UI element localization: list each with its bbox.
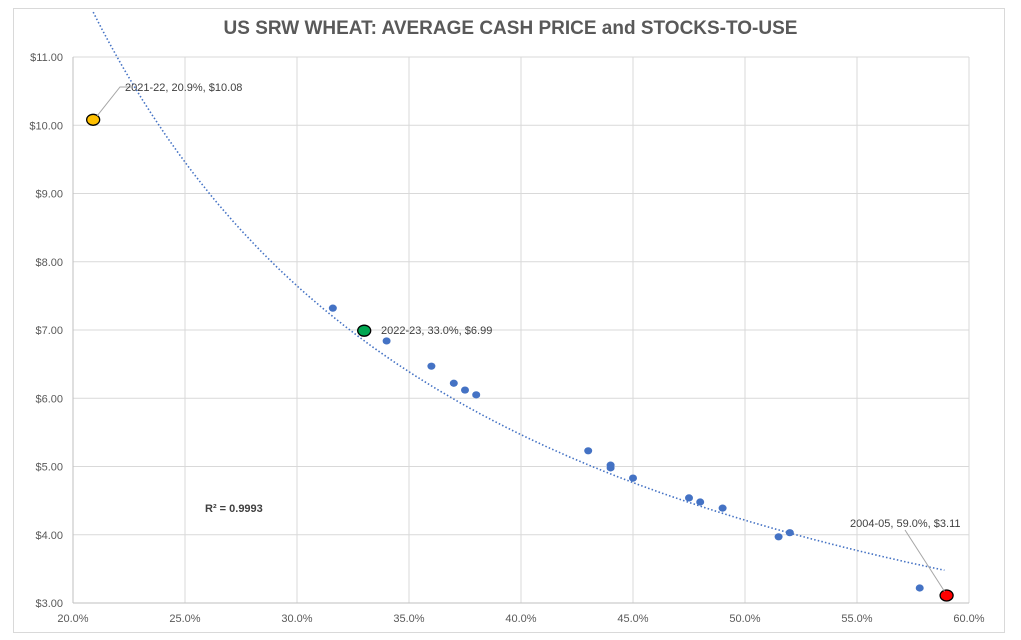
- annotations: 2021-22, 20.9%, $10.08 2022-23, 33.0%, $6…: [96, 82, 961, 592]
- data-point: [718, 504, 727, 512]
- r-squared-label: R² = 0.9993: [205, 503, 263, 515]
- x-axis-ticks: 20.0% 25.0% 30.0% 35.0% 40.0% 45.0% 50.0% 55.0%…: [57, 613, 984, 625]
- chart-title: US SRW WHEAT: AVERAGE CASH PRICE and STO…: [223, 18, 798, 39]
- chart-frame: [13, 8, 1005, 633]
- y-tick-label: $11.00: [30, 52, 63, 64]
- x-tick-label: 40.0%: [505, 613, 536, 625]
- data-point: [449, 379, 458, 387]
- data-point: [461, 386, 469, 394]
- data-points: [86, 113, 954, 602]
- highlight-point-2021-22: [86, 113, 101, 126]
- data-point: [606, 464, 615, 472]
- data-point: [696, 498, 705, 506]
- annotation-label-2022-23: 2022-23, 33.0%, $6.99: [381, 325, 492, 337]
- y-axis-ticks: $3.00 $4.00 $5.00 $6.00 $7.00 $8.00 $9.00 $10.0…: [29, 52, 63, 610]
- x-tick-label: 60.0%: [953, 613, 984, 625]
- x-tick-label: 20.0%: [57, 613, 88, 625]
- x-tick-label: 45.0%: [617, 613, 648, 625]
- data-point: [915, 584, 924, 592]
- y-tick-label: $9.00: [35, 189, 63, 201]
- data-point: [472, 391, 481, 399]
- grid-lines: [73, 56, 970, 603]
- data-point: [328, 304, 337, 312]
- axes: [72, 57, 969, 604]
- annotation-label-2004-05: 2004-05, 59.0%, $3.11: [850, 518, 961, 530]
- y-tick-label: $5.00: [35, 462, 63, 474]
- y-tick-label: $8.00: [35, 257, 63, 269]
- data-point: [427, 362, 436, 370]
- trendline: [92, 11, 945, 571]
- data-point: [785, 529, 794, 537]
- annotation-leader-line: [904, 529, 946, 592]
- data-point: [382, 337, 391, 345]
- x-tick-label: 30.0%: [281, 613, 312, 625]
- y-tick-label: $7.00: [35, 325, 63, 337]
- highlight-point-2004-05: [939, 589, 954, 602]
- trendline-path: [92, 11, 945, 571]
- x-tick-label: 35.0%: [393, 613, 424, 625]
- y-tick-label: $6.00: [35, 393, 63, 405]
- annotation-leader-line: [96, 86, 131, 117]
- y-tick-label: $3.00: [35, 598, 63, 610]
- y-tick-label: $4.00: [35, 530, 63, 542]
- y-tick-label: $10.00: [29, 120, 63, 132]
- x-tick-label: 25.0%: [169, 613, 200, 625]
- data-point: [685, 494, 693, 502]
- data-point: [629, 474, 637, 482]
- data-point: [584, 447, 593, 455]
- data-point: [774, 533, 783, 541]
- highlight-point-2022-23: [357, 324, 372, 337]
- annotation-label-2021-22: 2021-22, 20.9%, $10.08: [125, 82, 242, 94]
- x-tick-label: 50.0%: [729, 613, 760, 625]
- x-tick-label: 55.0%: [841, 613, 872, 625]
